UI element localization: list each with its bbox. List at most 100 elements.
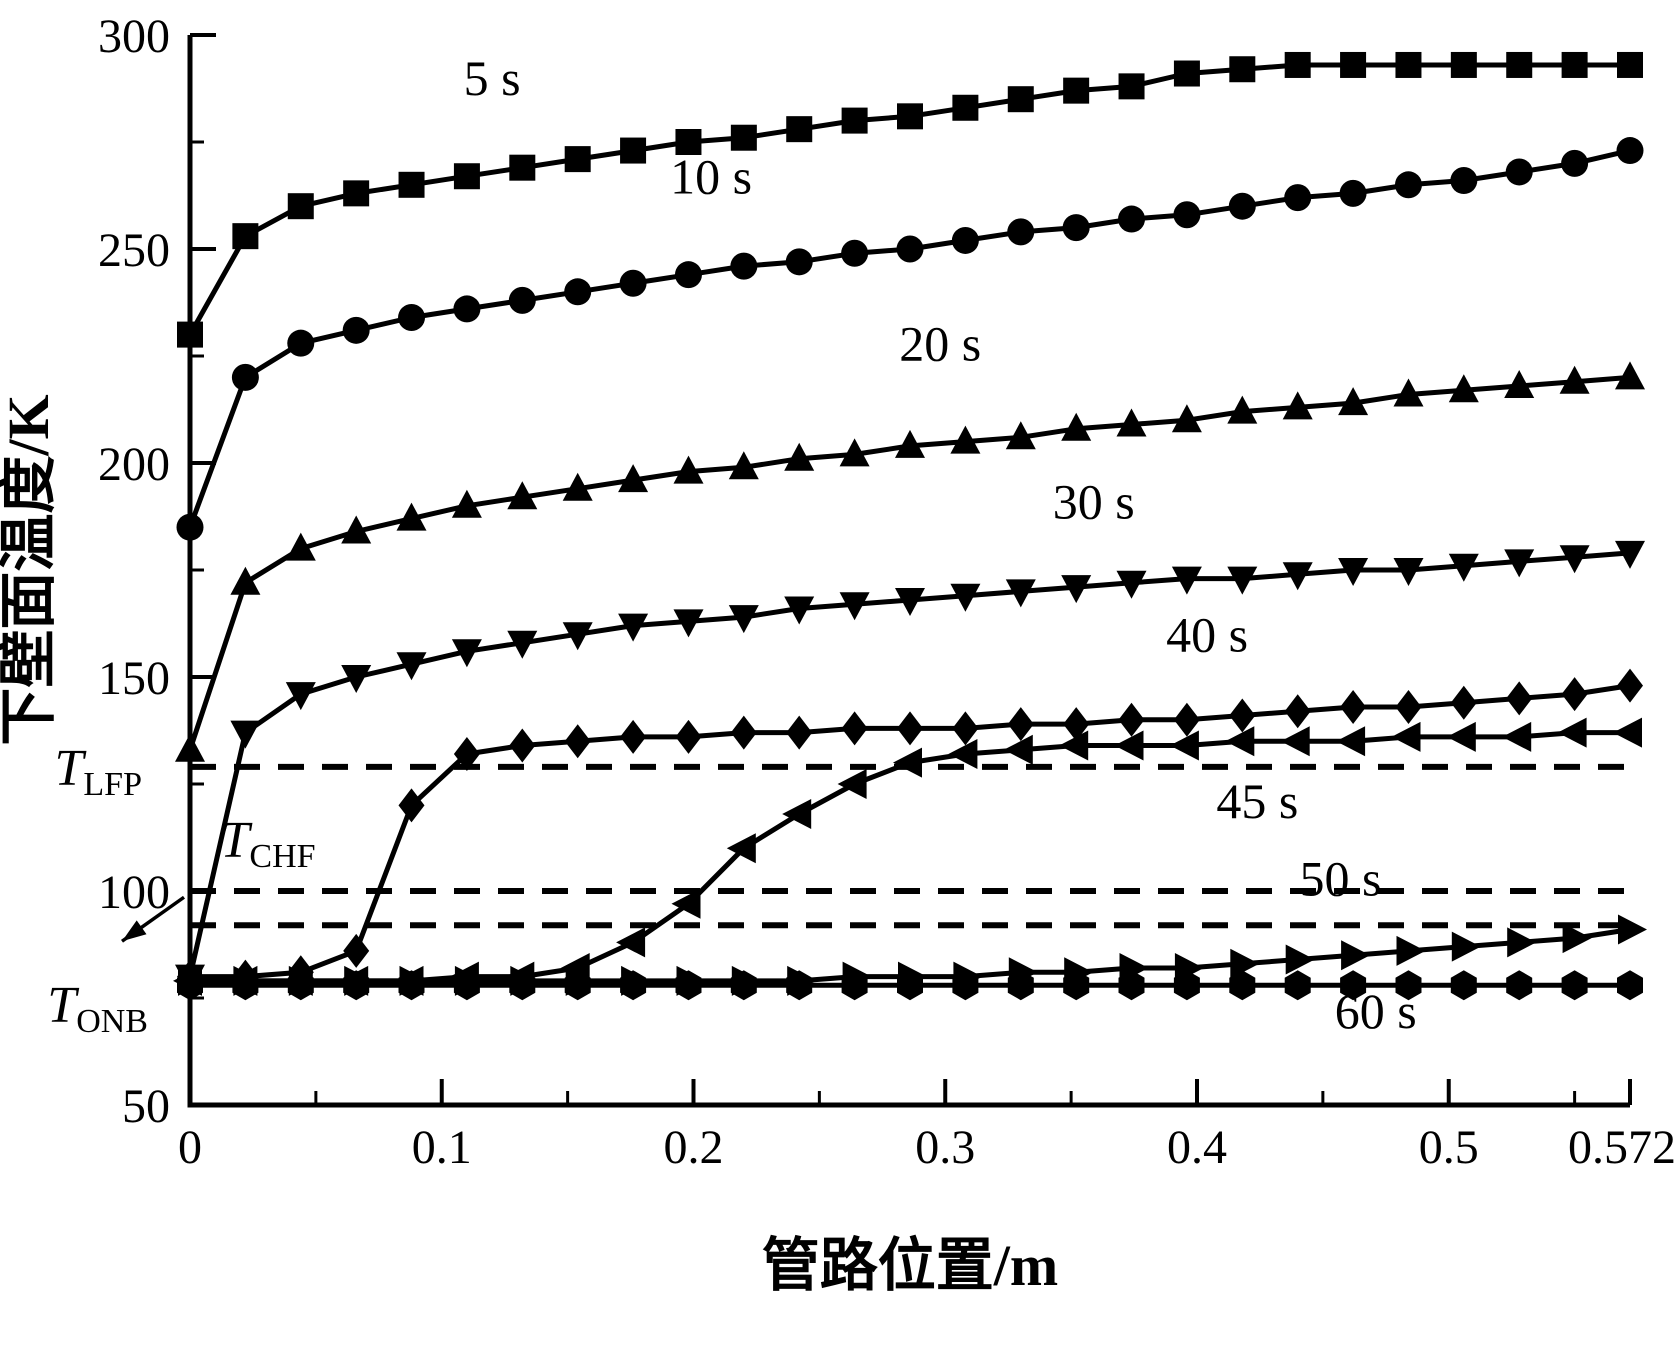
- marker-triangle-right: [1396, 935, 1426, 966]
- marker-square: [897, 103, 923, 130]
- marker-triangle-up: [507, 481, 538, 510]
- marker-triangle-down: [1448, 553, 1479, 582]
- marker-triangle-up: [230, 566, 261, 595]
- marker-triangle-up: [1116, 408, 1147, 437]
- marker-triangle-up: [839, 438, 870, 467]
- y-tick-label: 200: [98, 438, 170, 491]
- marker-square: [730, 124, 757, 151]
- marker-hexagon: [343, 970, 370, 1001]
- marker-diamond: [1007, 707, 1034, 742]
- marker-triangle-up: [728, 451, 759, 480]
- y-tick-label: 50: [122, 1080, 170, 1133]
- marker-diamond: [1284, 694, 1311, 729]
- marker-square: [1118, 73, 1145, 100]
- y-tick-label: 150: [98, 652, 170, 705]
- marker-triangle-up: [1061, 412, 1092, 441]
- marker-triangle-left: [837, 769, 867, 799]
- marker-triangle-down: [285, 682, 316, 711]
- marker-triangle-left: [671, 888, 701, 919]
- marker-circle: [231, 363, 259, 391]
- marker-hexagon: [952, 970, 979, 1001]
- marker-square: [1063, 77, 1090, 104]
- marker-triangle-left: [782, 799, 812, 829]
- marker-hexagon: [1450, 970, 1477, 1001]
- marker-triangle-down: [1282, 562, 1313, 591]
- marker-triangle-up: [1171, 404, 1202, 433]
- marker-diamond: [1506, 681, 1533, 716]
- marker-diamond: [1450, 685, 1477, 720]
- marker-square: [453, 163, 480, 190]
- marker-triangle-down: [1227, 566, 1258, 595]
- marker-hexagon: [1118, 970, 1145, 1001]
- marker-hexagon: [1173, 970, 1200, 1001]
- y-tick-label: 100: [98, 866, 170, 919]
- series-label-5s: 5 s: [464, 50, 521, 106]
- x-tick-label: 0.1: [412, 1121, 472, 1174]
- marker-triangle-down: [673, 609, 704, 638]
- marker-diamond: [564, 724, 591, 759]
- marker-diamond: [1118, 702, 1145, 737]
- marker-diamond: [343, 933, 370, 968]
- marker-square: [509, 154, 536, 181]
- marker-diamond: [1617, 668, 1643, 703]
- label-T_ONB: TONB: [47, 977, 148, 1040]
- marker-triangle-right: [1230, 948, 1260, 979]
- marker-diamond: [952, 711, 979, 746]
- marker-hexagon: [897, 970, 923, 1001]
- marker-triangle-up: [673, 455, 704, 484]
- marker-triangle-up: [1559, 365, 1590, 394]
- x-axis-title: 管路位置/m: [762, 1233, 1058, 1298]
- series-label-60s: 60 s: [1335, 983, 1417, 1039]
- marker-diamond: [509, 728, 536, 763]
- marker-triangle-up: [1338, 387, 1369, 416]
- marker-triangle-down: [507, 630, 538, 659]
- marker-triangle-down: [562, 622, 593, 651]
- marker-square: [232, 223, 259, 250]
- marker-hexagon: [675, 970, 702, 1001]
- marker-diamond: [1173, 702, 1200, 737]
- marker-triangle-left: [893, 747, 922, 778]
- marker-hexagon: [841, 970, 868, 1001]
- marker-diamond: [1229, 698, 1256, 733]
- marker-triangle-down: [618, 613, 649, 642]
- x-tick-label: 0: [178, 1121, 202, 1174]
- marker-triangle-up: [1615, 361, 1645, 390]
- marker-triangle-down: [1005, 579, 1036, 608]
- marker-circle: [730, 252, 758, 280]
- marker-circle: [342, 316, 370, 344]
- marker-hexagon: [1063, 970, 1090, 1001]
- marker-circle: [1228, 192, 1256, 220]
- label-T_CHF: TCHF: [221, 812, 316, 875]
- marker-triangle-down: [784, 596, 815, 625]
- x-tick-label: 0.4: [1167, 1121, 1227, 1174]
- marker-triangle-down: [1504, 549, 1535, 578]
- onb-arrow-head: [122, 920, 147, 942]
- marker-triangle-up: [950, 425, 981, 454]
- marker-triangle-up: [1504, 370, 1535, 398]
- marker-circle: [398, 303, 426, 331]
- y-axis-title: 下壁面温度/K: [0, 394, 61, 745]
- marker-triangle-left: [1613, 717, 1642, 748]
- marker-triangle-left: [726, 833, 756, 864]
- marker-triangle-up: [562, 472, 593, 501]
- marker-hexagon: [232, 970, 259, 1001]
- marker-hexagon: [509, 970, 536, 1001]
- marker-square: [786, 116, 813, 143]
- marker-triangle-down: [1171, 566, 1202, 595]
- marker-diamond: [897, 711, 923, 746]
- marker-square: [1284, 51, 1311, 78]
- marker-diamond: [841, 711, 868, 746]
- marker-circle: [951, 226, 979, 254]
- marker-triangle-up: [1282, 391, 1313, 420]
- marker-diamond: [398, 788, 425, 823]
- marker-triangle-left: [1502, 721, 1532, 752]
- marker-square: [1506, 51, 1533, 78]
- marker-circle: [287, 329, 315, 357]
- marker-circle: [453, 295, 481, 323]
- marker-hexagon: [1007, 970, 1034, 1001]
- marker-triangle-up: [618, 464, 649, 493]
- marker-triangle-down: [839, 592, 870, 621]
- marker-triangle-left: [948, 739, 978, 769]
- marker-circle: [508, 286, 536, 314]
